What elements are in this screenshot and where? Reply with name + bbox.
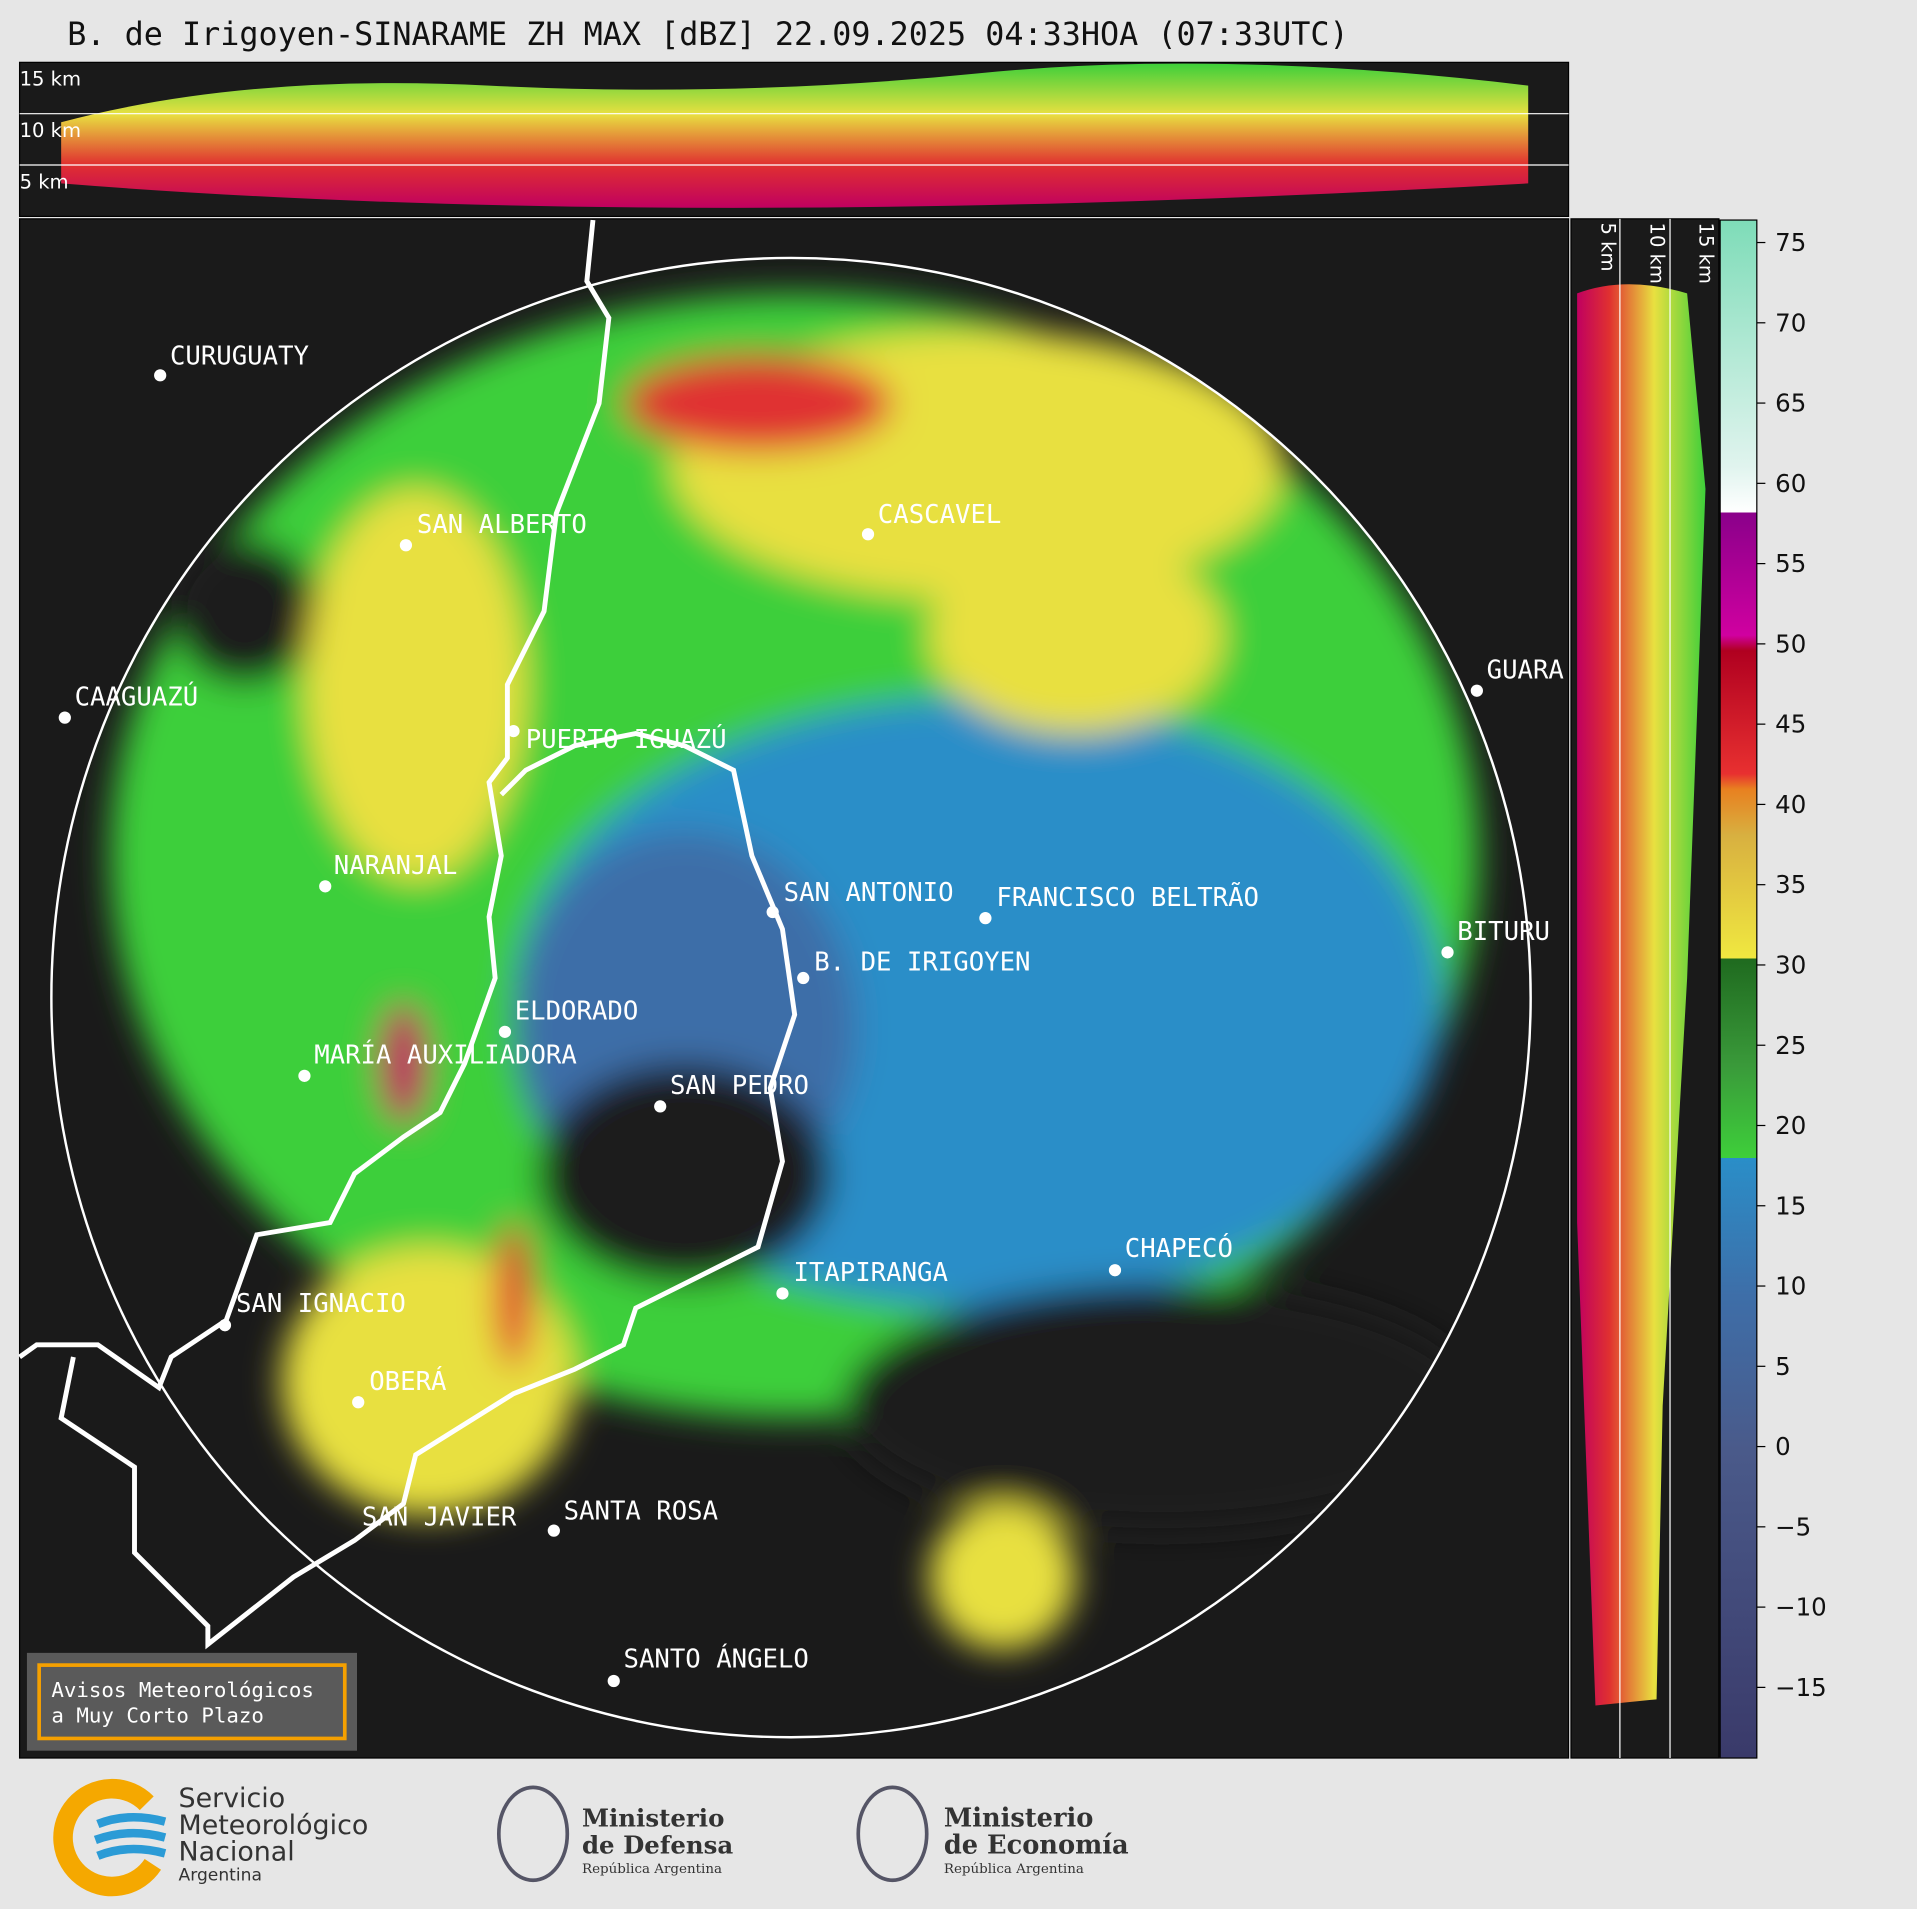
colorbar-tick-label: 70 [1775,308,1806,337]
side-echo [1577,284,1706,1706]
city-dot [607,1674,620,1688]
height-label: 15 km [20,68,81,91]
city-dot [861,528,875,541]
city-label: CHAPECÓ [1125,1232,1233,1264]
city-dot [547,1524,560,1537]
height-label: 10 km [1645,223,1668,284]
city-dot [298,1069,311,1082]
city-label: B. DE IRIGOYEN [814,948,1030,978]
city-dot [1108,1264,1122,1277]
warning-frame [37,1663,347,1741]
colorbar-tick-label: 75 [1775,228,1806,257]
top-echo [61,63,1529,208]
city-label: ELDORADO [515,997,639,1027]
city-label: NARANJAL [334,851,458,881]
colorbar-tick-label: −10 [1775,1593,1827,1622]
colorbar-tick-label: 50 [1775,629,1806,658]
city-dot [352,1396,365,1409]
height-label: 5 km [1597,223,1620,272]
logo-text: Argentina [179,1865,262,1885]
colorbar-tick-label: 45 [1775,710,1806,739]
city-label: PUERTO IGUAZÚ [526,723,727,755]
colorbar-tick-label: 5 [1775,1352,1791,1381]
logo-text: Ministerio [944,1803,1094,1833]
colorbar-tick-label: 65 [1775,389,1806,418]
colorbar-tick-label: 25 [1775,1031,1806,1060]
logo-text: República Argentina [944,1862,1084,1877]
height-label: 15 km [1694,223,1717,284]
city-label: OBERÁ [369,1365,446,1397]
city-dot [154,369,167,382]
city-label: SANTA ROSA [564,1497,718,1527]
city-label: FRANCISCO BELTRÃO [996,881,1259,913]
colorbar-tick-label: 10 [1775,1272,1806,1301]
city-label: SANTO ÁNGELO [624,1643,809,1675]
colorbar [1719,219,1758,1759]
city-label: SAN PEDRO [670,1071,809,1101]
colorbar-tick-label: 55 [1775,549,1806,578]
city-dot [218,1319,232,1332]
echoes [110,293,1480,1651]
border [18,219,798,1650]
city-label: MARÍA AUXILIADORA [314,1039,577,1071]
logo-text: República Argentina [582,1862,722,1877]
height-label: 10 km [20,119,81,142]
city-label: BITURU [1457,917,1550,947]
colorbar-tick-label: −15 [1775,1673,1827,1702]
city-label: SAN IGNACIO [236,1289,406,1319]
colorbar-tick-label: 0 [1775,1432,1791,1461]
city-dot [1470,684,1483,697]
logo-defensa: Ministerio de Defensa República Argentin… [496,1785,733,1883]
height-label: 5 km [20,170,69,193]
city-label: ITAPIRANGA [793,1258,947,1288]
city-label: SAN ANTONIO [784,878,954,908]
city-label: GUARA [1487,656,1564,686]
warning-text: a Muy Corto Plazo [51,1704,264,1728]
city-dot [979,912,992,925]
logo-text: Ministerio [582,1803,724,1832]
colorbar-tick-label: 15 [1775,1191,1806,1220]
city-dot [776,1287,789,1300]
colorbar-tick-label: 20 [1775,1111,1806,1140]
logo-text: Servicio [179,1783,286,1814]
city-dot [58,711,71,724]
logo-text: de Economía [944,1830,1129,1860]
colorbar-tick-label: 60 [1775,469,1806,498]
city-dot [319,880,332,893]
colorbar-tick-label: −5 [1775,1512,1811,1541]
city-label: SAN JAVIER [362,1503,517,1533]
city-label: SAN ALBERTO [417,510,587,540]
city-label: CURUGUATY [170,341,309,371]
logo-text: de Defensa [582,1830,733,1859]
warning-text: Avisos Meteorológicos [51,1678,314,1702]
colorbar-tick-label: 40 [1775,790,1806,819]
city-dot [654,1100,667,1113]
colorbar-tick-label: 30 [1775,951,1806,980]
city-dot [766,905,779,919]
city-dot [797,971,810,985]
logo-smn: Servicio Meteorológico Nacional Argentin… [53,1778,369,1897]
logo-text: Nacional [179,1837,295,1868]
city-label: CASCAVEL [878,500,1002,530]
range-ring [50,256,1532,1739]
title: B. de Irigoyen-SINARAME ZH MAX [dBZ] 22.… [67,17,1348,53]
city-dot [498,1025,512,1038]
logo-economia: Ministerio de Economía República Argenti… [856,1785,1129,1883]
colorbar-tick-label: 35 [1775,870,1806,899]
city-dot [1441,946,1454,959]
city-dot [399,539,413,552]
warning-box [26,1652,358,1751]
city-label: CAAGUAZÚ [75,680,199,712]
logo-text: Meteorológico [179,1810,369,1841]
city-dot [507,724,520,738]
